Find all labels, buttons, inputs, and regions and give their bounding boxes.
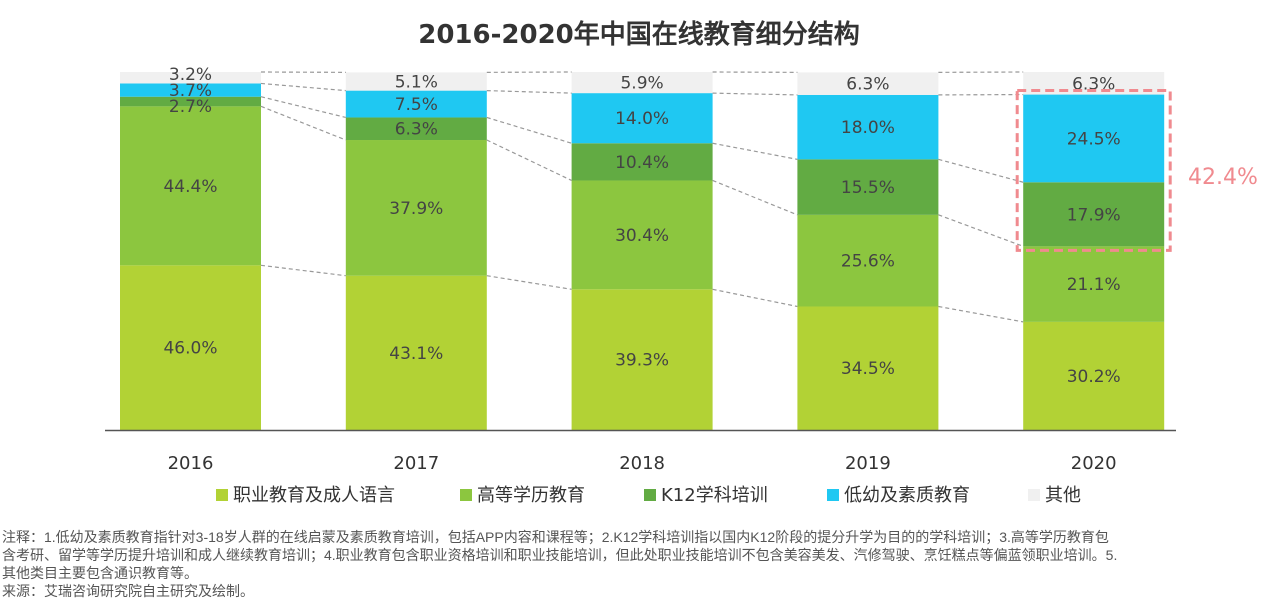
- bar-segment: [1023, 72, 1165, 95]
- x-tick-label: 2020: [1071, 453, 1117, 474]
- legend-label: 低幼及素质教育: [844, 485, 970, 506]
- bar-segment: [345, 140, 487, 276]
- bar-segment: [120, 106, 261, 266]
- connector-line: [260, 105, 347, 141]
- connector-line: [486, 90, 572, 94]
- note-line: 其他类目主要包含通识教育等。: [2, 565, 198, 581]
- bar-segment: [571, 143, 713, 181]
- connector-line: [260, 264, 346, 277]
- data-label: 46.0%: [163, 339, 217, 359]
- legend-swatch: [1028, 489, 1040, 501]
- bar-segment: [1023, 246, 1165, 322]
- bar-segment: [120, 72, 261, 84]
- connector-line: [938, 305, 1024, 323]
- data-label: 5.1%: [395, 72, 438, 92]
- note-line: 注释：1.低幼及素质教育指针对3-18岁人群的在线启蒙及素质教育培训，包括APP…: [2, 529, 1109, 545]
- data-label: 6.3%: [846, 75, 889, 95]
- bar-segment: [797, 159, 939, 215]
- bar-segment: [1023, 94, 1165, 183]
- highlight-box: [1015, 89, 1172, 252]
- connector-line: [938, 214, 1024, 247]
- chart-title: 2016-2020年中国在线教育细分结构: [418, 20, 860, 50]
- legend-swatch: [827, 489, 839, 501]
- footnotes: 注释：1.低幼及素质教育指针对3-18岁人群的在线启蒙及素质教育培训，包括APP…: [2, 528, 1276, 600]
- bar-segment: [571, 93, 713, 144]
- x-tick-label: 2019: [845, 453, 891, 474]
- legend-label: 其他: [1045, 485, 1081, 506]
- bar-segment: [120, 83, 261, 97]
- note-line: 含考研、留学等学历提升培训和成人继续教育培训；4.职业教育包含职业资格培训和职业…: [2, 547, 1118, 563]
- bar-segment: [797, 214, 939, 307]
- bar-segment: [345, 72, 487, 91]
- data-label: 30.4%: [615, 226, 669, 246]
- legend-label: 职业教育及成人语言: [233, 485, 395, 506]
- bar-segment: [571, 72, 713, 94]
- bar-segment: [571, 180, 713, 290]
- legend-swatch: [216, 489, 228, 501]
- data-label: 7.5%: [395, 95, 438, 115]
- legend-swatch: [644, 489, 656, 501]
- data-label: 17.9%: [1067, 205, 1121, 225]
- source-line: 来源：艾瑞咨询研究院自主研究及绘制。: [2, 583, 254, 599]
- data-label: 39.3%: [615, 351, 669, 371]
- connector-line: [712, 179, 798, 216]
- data-label: 34.5%: [841, 359, 895, 379]
- data-label: 21.1%: [1067, 275, 1121, 295]
- data-label: 43.1%: [389, 344, 443, 364]
- data-label: 15.5%: [841, 178, 895, 198]
- data-label: 10.4%: [615, 153, 669, 173]
- annotation-label: 42.4%: [1188, 165, 1258, 190]
- connector-line: [712, 288, 798, 308]
- data-label: 30.2%: [1067, 367, 1121, 387]
- bar-segment: [797, 72, 939, 95]
- data-label: 14.0%: [615, 109, 669, 129]
- connector-line: [486, 116, 572, 144]
- bar-segment: [345, 117, 487, 141]
- x-tick-label: 2016: [168, 453, 214, 474]
- legend-swatch: [460, 489, 472, 501]
- connector-line: [260, 96, 346, 119]
- x-tick-label: 2017: [393, 453, 439, 474]
- connector-line: [712, 142, 798, 160]
- connector-line: [712, 92, 798, 96]
- connector-line: [260, 82, 346, 92]
- connector-line: [938, 158, 1024, 183]
- bar-segment: [1023, 321, 1165, 430]
- bar-segment: [120, 96, 261, 107]
- bar-segment: [571, 289, 713, 430]
- legend-label: K12学科培训: [661, 485, 768, 506]
- bar-segment: [345, 90, 487, 118]
- bar-segment: [797, 94, 939, 160]
- bar-segment: [1023, 182, 1165, 247]
- data-label: 44.4%: [163, 177, 217, 197]
- data-label: 5.9%: [620, 74, 663, 94]
- data-label: 24.5%: [1067, 129, 1121, 149]
- data-label: 18.0%: [841, 118, 895, 138]
- data-label: 37.9%: [389, 199, 443, 219]
- bar-segment: [345, 275, 487, 430]
- data-label: 2.7%: [169, 97, 212, 117]
- connector-line: [486, 275, 572, 290]
- connector-line: [486, 139, 572, 182]
- data-label: 3.2%: [169, 65, 212, 85]
- legend-label: 高等学历教育: [477, 485, 585, 506]
- data-label: 6.3%: [395, 120, 438, 140]
- bar-segment: [120, 265, 261, 430]
- bar-segment: [797, 306, 939, 430]
- data-label: 25.6%: [841, 252, 895, 272]
- data-label: 3.7%: [169, 81, 212, 101]
- x-tick-label: 2018: [619, 453, 665, 474]
